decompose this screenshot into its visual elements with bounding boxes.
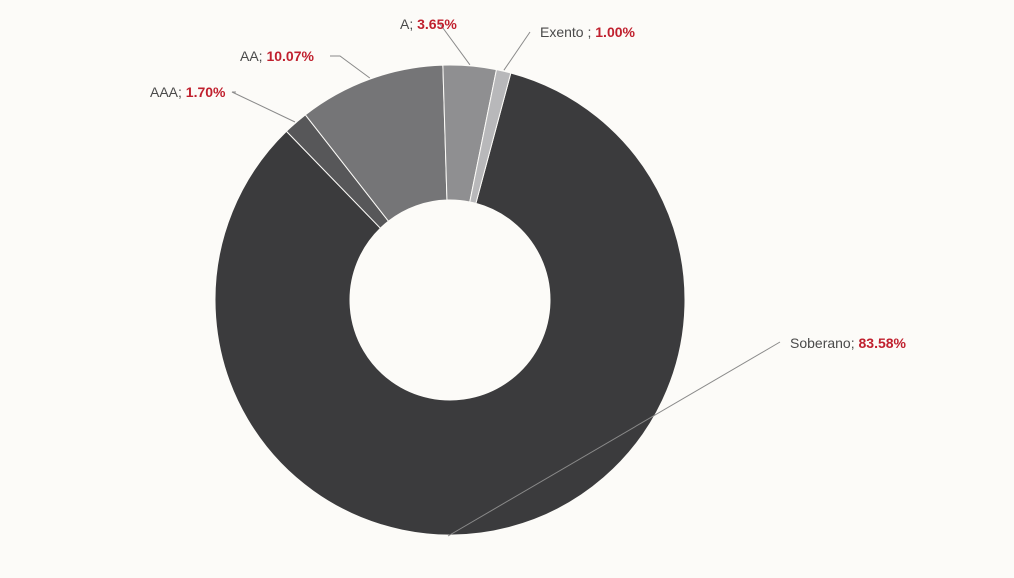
donut-chart: Soberano; 83.58% AAA; 1.70% AA; 10.07% A; 3… (0, 0, 1014, 578)
label-a: A; 3.65% (400, 16, 457, 32)
label-soberano: Soberano; 83.58% (790, 335, 906, 351)
label-category: AA; (240, 48, 266, 64)
label-category: A; (400, 16, 417, 32)
leader-aaa (232, 92, 295, 122)
leader-aa (330, 56, 370, 78)
label-category: Soberano; (790, 335, 859, 351)
label-aaa: AAA; 1.70% (150, 84, 226, 100)
label-value: 83.58% (859, 335, 906, 351)
leader-exento (504, 32, 530, 70)
label-exento: Exento ; 1.00% (540, 24, 635, 40)
label-value: 10.07% (266, 48, 313, 64)
label-value: 3.65% (417, 16, 457, 32)
label-value: 1.70% (186, 84, 226, 100)
label-category: Exento ; (540, 24, 595, 40)
label-aa: AA; 10.07% (240, 48, 314, 64)
label-value: 1.00% (595, 24, 635, 40)
label-category: AAA; (150, 84, 186, 100)
